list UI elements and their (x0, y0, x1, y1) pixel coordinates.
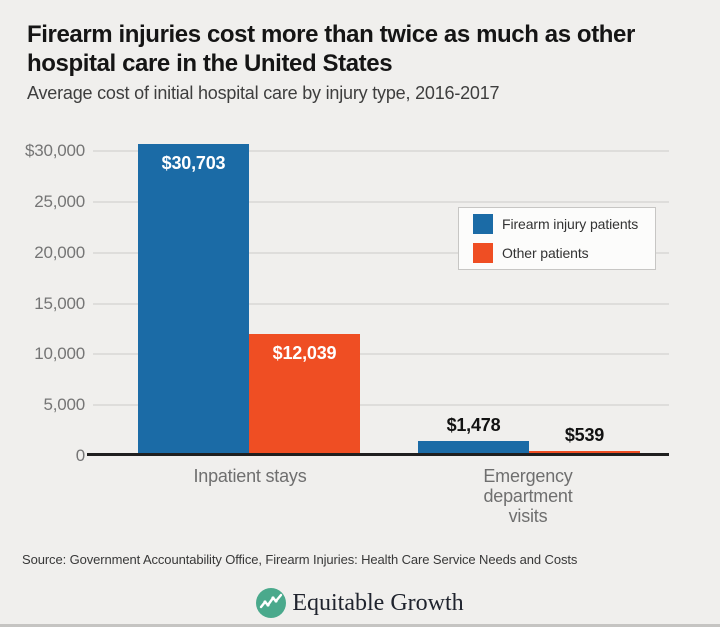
y-axis-tick-label: 10,000 (34, 344, 85, 364)
chart-subtitle: Average cost of initial hospital care by… (27, 83, 500, 103)
x-axis-category-label: Inpatient stays (193, 466, 307, 486)
bar-value-label: $1,478 (446, 414, 501, 435)
logo-chart-icon (256, 588, 287, 618)
gridline (93, 200, 669, 203)
equitable-growth-logo: Equitable Growth (0, 586, 720, 620)
legend-label: Firearm injury patients (502, 216, 639, 232)
legend-label: Other patients (502, 245, 589, 261)
chart-title: Firearm injuries cost more than twice as… (27, 21, 635, 77)
firearm-swatch-icon (473, 214, 493, 234)
legend: Firearm injury patients Other patients (458, 207, 656, 270)
bar-value-label: $30,703 (161, 153, 226, 173)
bar-value-label: $12,039 (272, 342, 337, 363)
y-axis-tick-label: $30,000 (24, 141, 85, 161)
gridline (93, 150, 669, 153)
source-note: Source: Government Accountability Office… (22, 552, 578, 567)
gridline (93, 302, 669, 305)
y-axis-tick-label: 15,000 (34, 293, 85, 313)
y-axis-tick-label: 20,000 (34, 242, 85, 262)
x-axis-category-label: Emergency department visits (483, 466, 573, 526)
gridline (93, 404, 669, 407)
legend-item-other: Other patients (473, 243, 655, 263)
gridline (93, 251, 669, 254)
bar-firearm-inpatient (138, 144, 249, 456)
y-axis-tick-label: 5,000 (43, 395, 85, 415)
bar-firearm-emergency (418, 440, 529, 456)
bar-other-inpatient (249, 333, 360, 456)
logo-wordmark: Equitable Growth (292, 589, 464, 616)
gridline (93, 353, 669, 356)
bottom-border (0, 624, 720, 627)
y-axis-tick-label: 0 (75, 446, 85, 465)
x-axis-line (87, 453, 669, 456)
legend-item-firearm: Firearm injury patients (473, 214, 655, 234)
other-swatch-icon (473, 243, 493, 263)
bar-value-label: $539 (564, 424, 605, 445)
y-axis-tick-label: 25,000 (34, 191, 85, 211)
